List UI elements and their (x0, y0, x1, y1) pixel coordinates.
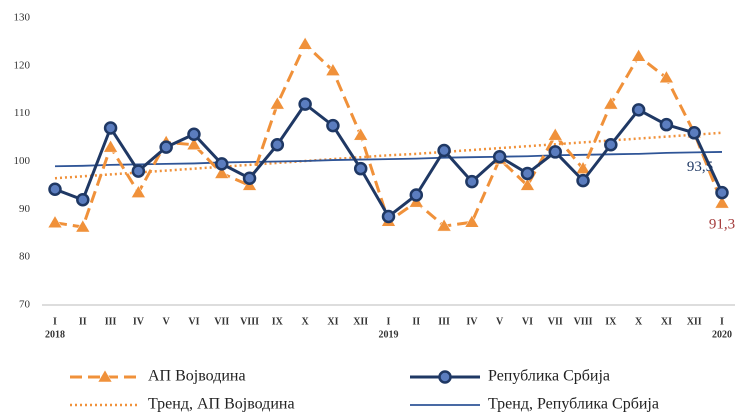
x-tick-label: V (496, 316, 504, 327)
point (603, 96, 619, 110)
x-tick-label: X (635, 316, 643, 327)
x-tick-label: V (163, 316, 171, 327)
point (436, 218, 452, 232)
point (325, 63, 341, 76)
point (381, 209, 396, 224)
point (659, 117, 674, 132)
series-line (54, 151, 723, 168)
point (492, 149, 507, 164)
x-tick-label: I (53, 316, 57, 327)
point (437, 143, 451, 158)
legend-label: Тренд, Република Србија (488, 396, 659, 413)
point (631, 48, 647, 62)
legend-label: Тренд, АП Војводина (148, 396, 295, 413)
legend-label: Република Србија (488, 368, 610, 385)
y-tick-label: 110 (14, 107, 31, 119)
y-tick-label: 100 (14, 155, 31, 167)
x-tick-label: II (79, 316, 87, 327)
point (714, 195, 730, 209)
point (353, 161, 368, 176)
point (464, 214, 480, 228)
year-label: 2019 (379, 329, 399, 340)
x-tick-label: VII (214, 316, 229, 327)
point (242, 171, 257, 185)
series-line (54, 41, 724, 229)
point (658, 70, 674, 84)
point (576, 173, 590, 188)
x-tick-label: XII (687, 316, 702, 327)
point (130, 185, 146, 198)
point (103, 121, 118, 135)
y-tick-label: 80 (19, 251, 31, 263)
point (326, 118, 340, 133)
legend-label: АП Војводина (148, 368, 246, 385)
x-tick-label: IV (133, 316, 145, 327)
point (520, 177, 535, 191)
y-tick-label: 130 (14, 12, 31, 24)
point (547, 127, 563, 141)
point (298, 97, 312, 111)
data-label: 91,3 (709, 217, 735, 233)
x-tick-label: VIII (240, 316, 259, 327)
point (187, 127, 201, 141)
x-tick-label: II (412, 316, 420, 327)
point (631, 103, 646, 117)
point (76, 193, 90, 207)
series-line (54, 131, 723, 180)
point (548, 145, 562, 159)
point (575, 161, 591, 174)
x-tick-label: I (387, 316, 391, 327)
y-tick-label: 120 (14, 59, 31, 71)
point (465, 174, 479, 189)
point (215, 157, 229, 171)
x-tick-label: III (105, 316, 117, 327)
x-tick-label: IV (466, 316, 478, 327)
x-tick-label: I (720, 316, 724, 327)
point (131, 164, 146, 178)
year-label: 2018 (45, 329, 65, 340)
data-label: 93,5 (687, 159, 713, 175)
x-tick-label: IX (605, 316, 617, 327)
point (687, 126, 701, 140)
point (186, 137, 202, 151)
legend-marker (97, 369, 113, 383)
y-tick-label: 90 (19, 203, 31, 215)
x-tick-label: IX (272, 316, 284, 327)
point (159, 140, 173, 154)
point (715, 185, 729, 200)
x-tick-label: VIII (574, 316, 593, 327)
point (409, 188, 424, 202)
point (48, 182, 62, 196)
y-tick-label: 70 (19, 299, 31, 311)
point (520, 166, 535, 181)
point (353, 127, 369, 141)
year-label: 2020 (712, 329, 732, 340)
x-tick-label: XII (353, 316, 368, 327)
x-tick-label: XI (661, 316, 672, 327)
point (103, 139, 119, 153)
x-tick-label: VI (188, 316, 199, 327)
legend-marker (438, 370, 452, 384)
x-tick-label: VII (548, 316, 563, 327)
point (214, 165, 230, 179)
point (270, 138, 285, 152)
x-tick-label: X (302, 316, 310, 327)
x-tick-label: VI (522, 316, 533, 327)
point (269, 96, 285, 110)
point (47, 215, 63, 228)
point (75, 219, 91, 233)
point (604, 138, 618, 152)
point (297, 36, 313, 50)
x-tick-label: III (438, 316, 450, 327)
x-tick-label: XI (327, 316, 338, 327)
